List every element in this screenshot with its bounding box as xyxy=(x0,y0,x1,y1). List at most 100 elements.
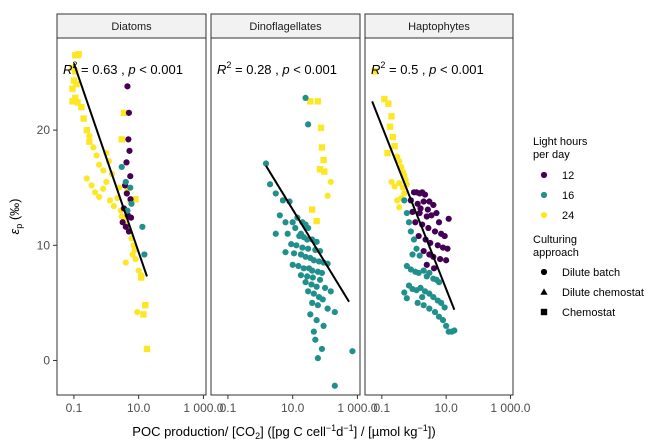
legend-label: Dilute batch xyxy=(562,267,620,279)
legend-key xyxy=(540,191,548,199)
data-point xyxy=(435,313,443,320)
data-point xyxy=(313,317,320,324)
data-point xyxy=(420,302,427,309)
data-point xyxy=(125,136,132,143)
facet-label: Diatoms xyxy=(111,21,152,33)
data-point xyxy=(262,160,270,167)
data-point xyxy=(441,232,448,240)
series-light-16-circle xyxy=(401,197,458,335)
data-point xyxy=(279,197,287,204)
data-point xyxy=(125,109,133,116)
data-point xyxy=(416,209,423,217)
data-point xyxy=(70,77,78,84)
data-point xyxy=(284,230,291,237)
data-point xyxy=(304,236,311,243)
data-point xyxy=(437,256,444,263)
data-point xyxy=(103,178,110,186)
y-tick-label: 0 xyxy=(43,353,50,367)
data-point xyxy=(124,83,131,90)
data-point xyxy=(407,228,414,235)
legend-key xyxy=(540,211,548,219)
data-point xyxy=(431,308,439,316)
data-point xyxy=(313,283,320,290)
data-point xyxy=(91,189,99,196)
data-point xyxy=(123,190,130,197)
x-tick-label: 0.1 xyxy=(66,401,83,415)
fit-annotation: R2 = 0.28 , p < 0.001 xyxy=(217,60,337,77)
data-point xyxy=(389,133,397,141)
data-point xyxy=(414,299,421,306)
data-point xyxy=(413,245,420,252)
data-point xyxy=(385,100,392,107)
data-point xyxy=(132,196,139,203)
data-point xyxy=(307,311,314,318)
data-point xyxy=(305,245,312,252)
data-point xyxy=(118,136,125,143)
data-point xyxy=(314,302,321,309)
facet-strip xyxy=(56,13,207,39)
data-point xyxy=(403,262,410,270)
data-point xyxy=(308,206,316,213)
data-point xyxy=(324,192,331,199)
data-point xyxy=(321,284,329,291)
x-tick-label: 10.0 xyxy=(434,401,458,415)
data-point xyxy=(401,289,408,296)
data-point xyxy=(142,301,149,309)
data-point xyxy=(430,201,437,209)
data-point xyxy=(386,123,394,130)
data-point xyxy=(401,190,408,197)
data-point xyxy=(320,156,327,164)
data-point xyxy=(118,213,125,220)
data-point xyxy=(420,198,427,205)
data-point xyxy=(73,80,80,88)
data-point xyxy=(409,251,416,258)
data-point xyxy=(127,196,134,203)
fit-annotation: R2 = 0.5 , p < 0.001 xyxy=(371,60,484,77)
data-point xyxy=(290,250,298,257)
data-point xyxy=(308,281,315,288)
x-tick-label: 1 000.0 xyxy=(337,401,377,415)
data-point xyxy=(289,219,296,226)
series-light-16-circle xyxy=(118,163,148,258)
data-point xyxy=(420,267,427,274)
series-light-24-circle xyxy=(324,178,334,199)
data-point xyxy=(88,182,95,189)
data-point xyxy=(106,197,114,204)
data-point xyxy=(423,261,430,268)
data-point xyxy=(132,256,139,263)
data-point xyxy=(127,173,134,180)
data-point xyxy=(276,212,283,219)
data-point xyxy=(319,296,326,303)
data-point xyxy=(128,200,135,207)
data-point xyxy=(318,345,326,353)
data-point xyxy=(282,249,289,256)
series-light-24-square xyxy=(307,98,328,225)
data-point xyxy=(426,269,433,277)
data-point xyxy=(321,168,328,175)
data-point xyxy=(312,336,319,343)
data-point xyxy=(119,219,126,226)
data-point xyxy=(86,138,93,145)
data-point xyxy=(419,294,426,301)
data-point xyxy=(300,265,307,272)
data-point xyxy=(405,219,413,226)
series-light-24-square xyxy=(371,68,398,157)
data-point xyxy=(127,214,135,221)
x-axis-title: POC production/ [CO2] ([pg C cell−1d−1] … xyxy=(132,423,435,441)
regression-line xyxy=(72,63,148,277)
data-point xyxy=(93,152,100,159)
data-point xyxy=(305,224,312,232)
data-point xyxy=(310,328,317,335)
legend-title: Light hours xyxy=(533,136,588,148)
y-axis-title: εp (‰) xyxy=(7,198,24,234)
data-point xyxy=(96,161,103,168)
data-point xyxy=(143,345,151,353)
data-point xyxy=(127,184,134,191)
data-point xyxy=(307,98,314,105)
data-point xyxy=(138,272,145,279)
data-point xyxy=(433,209,440,217)
legend-label: 24 xyxy=(562,210,574,222)
x-tick-label: 10.0 xyxy=(281,401,305,415)
